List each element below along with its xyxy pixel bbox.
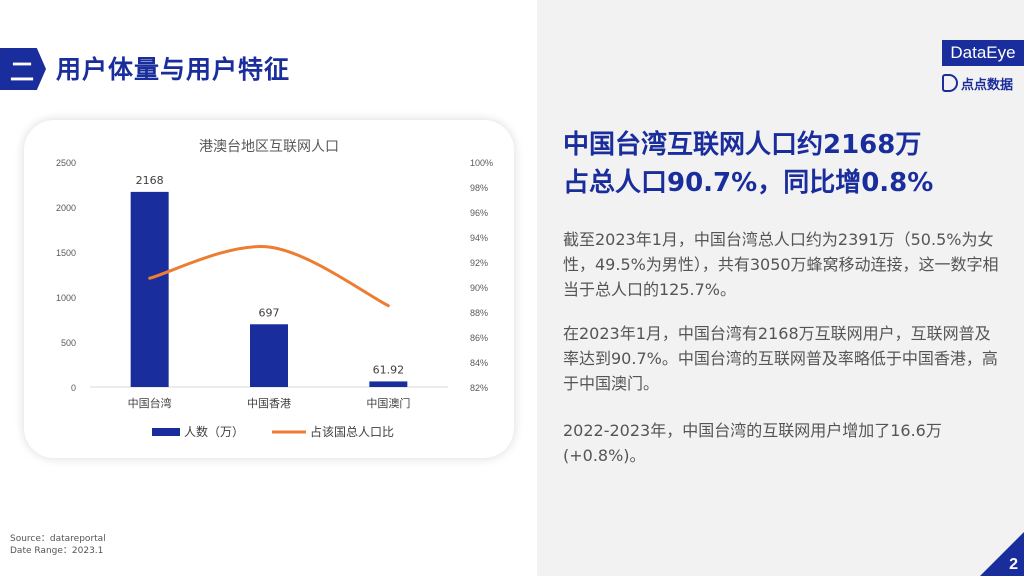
y-left-tick-label: 0 xyxy=(71,383,76,393)
y-right-tick-label: 90% xyxy=(470,283,488,293)
date-range-line: Date Range：2023.1 xyxy=(10,546,104,556)
bar-2 xyxy=(250,324,288,387)
page-number: 2 xyxy=(1009,556,1018,573)
diandian-logo-text: 点点数据 xyxy=(961,77,1014,93)
y-left-tick-label: 2500 xyxy=(56,158,76,168)
section-title: 用户体量与用户特征 xyxy=(56,55,291,84)
y-right-tick-label: 100% xyxy=(470,158,493,168)
diandian-logo-icon xyxy=(942,74,958,92)
bar-1 xyxy=(130,191,169,387)
headline-line-1: 中国台湾互联网人口约2168万 xyxy=(563,130,922,160)
section-number: 二 xyxy=(10,57,34,86)
y-right-tick-label: 84% xyxy=(470,358,488,368)
diandian-logo: 点点数据 xyxy=(942,71,1013,95)
y-left-tick-label: 1000 xyxy=(56,293,76,303)
y-right-tick-label: 96% xyxy=(470,208,488,218)
y-right-tick-label: 92% xyxy=(470,258,488,268)
legend-line-label: 占该国总人口比 xyxy=(310,424,394,439)
y-right-tick-label: 88% xyxy=(470,308,488,318)
headline-line-2: 占总人口90.7%，同比增0.8% xyxy=(563,168,934,198)
right-panel xyxy=(537,0,1024,576)
paragraph-growth: 2022-2023年，中国台湾的互联网用户增加了16.6万(+0.8%)。 xyxy=(563,421,942,465)
section-number-badge: 二 xyxy=(0,48,46,90)
paragraph-internet-users: 在2023年1月，中国台湾有2168万互联网用户，互联网普及率达到90.7%。中… xyxy=(563,324,998,393)
legend-bar-label: 人数（万） xyxy=(184,424,244,439)
internet-population-chart: 港澳台地区互联网人口 0 500 1000 1500 2000 2500 82% 84% 86% 8… xyxy=(56,139,493,439)
source-line: Source：datareportal xyxy=(10,534,106,544)
legend-bar-swatch xyxy=(152,428,180,436)
y-left-tick-label: 1500 xyxy=(56,248,76,258)
bar-3 xyxy=(369,381,408,387)
y-right-tick-label: 98% xyxy=(470,183,488,193)
chart-title: 港澳台地区互联网人口 xyxy=(199,139,339,155)
bar-data-label: 697 xyxy=(259,306,280,319)
source-note: Source：datareportal Date Range：2023.1 xyxy=(10,533,106,557)
x-category-label: 中国澳门 xyxy=(366,396,410,410)
x-category-label: 中国台湾 xyxy=(128,396,172,410)
headline: 中国台湾互联网人口约2168万 占总人口90.7%，同比增0.8% xyxy=(563,126,933,202)
line-series-population-share xyxy=(148,245,390,308)
y-left-tick-label: 2000 xyxy=(56,203,76,213)
bar-data-label: 2168 xyxy=(136,174,164,187)
y-right-tick-label: 86% xyxy=(470,333,488,343)
dataeye-logo: DataEye xyxy=(942,40,1024,66)
chart-card: 港澳台地区互联网人口 0 500 1000 1500 2000 2500 82% 84% 86% 8… xyxy=(24,120,514,458)
y-right-tick-label: 94% xyxy=(470,233,488,243)
x-category-label: 中国香港 xyxy=(247,397,291,410)
y-left-tick-label: 500 xyxy=(61,338,76,348)
y-right-tick-label: 82% xyxy=(470,383,488,393)
bar-data-label: 61.92 xyxy=(373,363,405,376)
paragraph-population: 截至2023年1月，中国台湾总人口约为2391万（50.5%为女性，49.5%为… xyxy=(563,230,999,299)
